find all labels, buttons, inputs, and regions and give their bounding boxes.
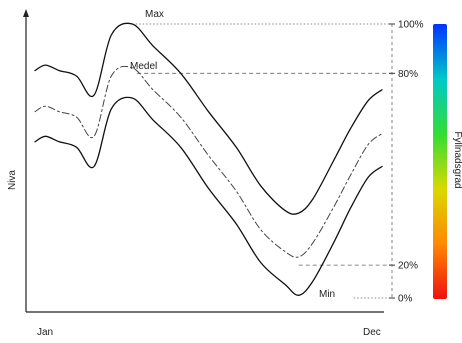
annotation-min: Min <box>319 289 335 300</box>
x-tick-label-start: Jan <box>37 327 53 338</box>
x-tick-label-end: Dec <box>363 327 381 338</box>
series-line-min <box>34 96 383 296</box>
series-line-max <box>34 22 383 215</box>
reference-label-100-: 100% <box>398 20 424 31</box>
y-axis-label: Niva <box>7 170 18 190</box>
series-line-medel <box>34 65 383 258</box>
reference-label-80-: 80% <box>398 69 418 80</box>
reference-label-20-: 20% <box>398 261 418 272</box>
colorbar <box>433 24 447 299</box>
annotation-max: Max <box>145 9 164 20</box>
annotation-medel: Medel <box>130 61 157 72</box>
y-axis-arrow <box>23 9 29 17</box>
reference-label-0-: 0% <box>398 294 413 305</box>
colorbar-label: Fyllnadsgrad <box>452 131 462 188</box>
